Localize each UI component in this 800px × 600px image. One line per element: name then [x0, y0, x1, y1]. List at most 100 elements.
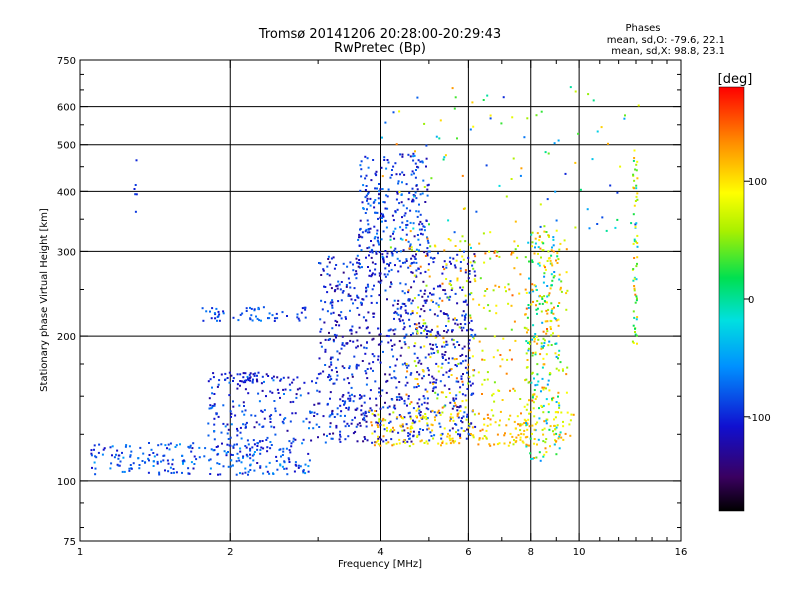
- data-point: [466, 303, 469, 306]
- data-point: [445, 313, 448, 316]
- data-point: [416, 371, 419, 374]
- data-point: [341, 343, 344, 346]
- y-tick-label: 750: [57, 56, 76, 67]
- data-point: [406, 370, 409, 373]
- data-point: [430, 352, 433, 355]
- data-point: [423, 329, 425, 332]
- data-point: [232, 377, 235, 380]
- data-point: [400, 306, 403, 308]
- data-point: [412, 261, 415, 264]
- data-point: [462, 383, 464, 386]
- data-point: [213, 393, 216, 395]
- data-point: [474, 333, 477, 336]
- data-point: [547, 294, 550, 297]
- data-point: [213, 404, 216, 407]
- data-point: [426, 236, 428, 239]
- data-point: [462, 207, 465, 210]
- data-point: [324, 441, 327, 444]
- data-point: [525, 422, 528, 424]
- data-point: [292, 400, 295, 403]
- data-point: [492, 289, 495, 292]
- data-point: [542, 337, 545, 340]
- data-point: [337, 314, 340, 317]
- data-point: [410, 248, 413, 251]
- data-point: [375, 404, 378, 407]
- data-point: [469, 316, 472, 319]
- data-point: [541, 406, 544, 408]
- data-point: [437, 285, 439, 288]
- data-point: [419, 315, 422, 318]
- data-point: [246, 439, 249, 442]
- data-point: [531, 338, 534, 341]
- data-point: [519, 438, 522, 441]
- data-point: [536, 300, 539, 302]
- data-point: [429, 245, 432, 248]
- data-point: [399, 415, 402, 418]
- data-point: [340, 299, 343, 302]
- data-point: [365, 295, 368, 298]
- data-point: [400, 397, 403, 400]
- data-point: [167, 470, 170, 473]
- data-point: [543, 272, 546, 275]
- data-point: [381, 220, 383, 223]
- data-point: [382, 259, 385, 262]
- data-point: [236, 429, 239, 432]
- data-point: [554, 190, 557, 193]
- data-point: [407, 364, 410, 367]
- data-point: [435, 346, 438, 348]
- data-point: [323, 433, 325, 436]
- data-point: [447, 375, 450, 378]
- data-point: [419, 220, 422, 223]
- data-point: [557, 318, 560, 321]
- data-point: [380, 212, 383, 215]
- data-point: [365, 425, 368, 428]
- y-tick-label: 600: [57, 103, 76, 114]
- data-point: [570, 413, 573, 416]
- data-point: [481, 437, 484, 440]
- data-point: [422, 319, 425, 322]
- data-point: [292, 437, 295, 440]
- data-point: [509, 441, 511, 444]
- data-point: [236, 383, 239, 386]
- data-point: [386, 298, 388, 301]
- data-point: [558, 302, 561, 304]
- data-point: [546, 198, 549, 201]
- data-point: [324, 301, 327, 304]
- data-point: [416, 416, 418, 419]
- data-point: [636, 242, 639, 244]
- data-point: [415, 386, 418, 389]
- data-point: [464, 300, 467, 303]
- data-point: [366, 199, 368, 202]
- data-point: [379, 444, 382, 447]
- data-point: [288, 458, 291, 461]
- data-point: [350, 386, 353, 389]
- data-point: [462, 286, 465, 289]
- data-point: [296, 388, 299, 391]
- data-point: [461, 329, 464, 332]
- data-point: [559, 431, 562, 434]
- data-point: [260, 319, 262, 322]
- data-point: [249, 447, 252, 450]
- data-point: [230, 459, 233, 462]
- data-point: [248, 377, 251, 380]
- data-point: [317, 373, 320, 376]
- data-point: [279, 448, 282, 451]
- data-point: [109, 467, 112, 470]
- data-point: [508, 288, 511, 291]
- data-point: [301, 442, 304, 445]
- data-point: [591, 158, 594, 161]
- data-point: [533, 457, 536, 459]
- data-point: [426, 424, 429, 427]
- data-point: [460, 419, 462, 422]
- data-point: [394, 407, 397, 410]
- data-point: [471, 392, 473, 395]
- data-point: [538, 261, 541, 264]
- data-point: [311, 380, 313, 383]
- data-point: [228, 371, 231, 374]
- data-point: [389, 285, 392, 288]
- data-point: [222, 310, 225, 313]
- data-point: [412, 443, 415, 446]
- data-point: [561, 368, 564, 371]
- data-point: [382, 440, 385, 443]
- data-point: [496, 349, 499, 352]
